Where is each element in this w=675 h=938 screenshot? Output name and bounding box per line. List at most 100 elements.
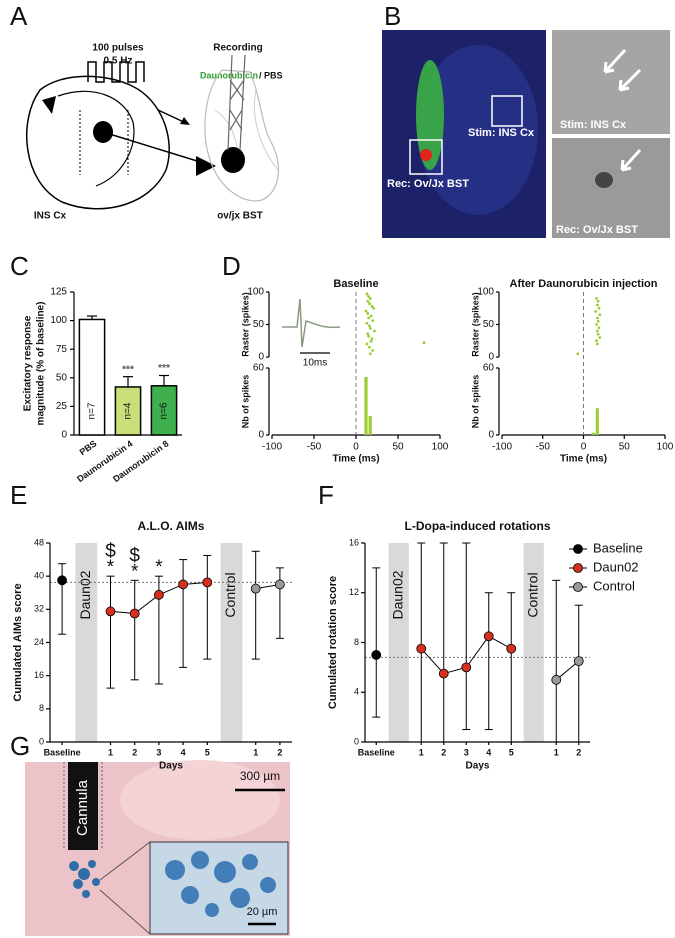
y-tick-label: 16: [349, 537, 359, 547]
inset-image: [552, 30, 670, 134]
histogram-bar: [368, 416, 372, 435]
chart-title: L-Dopa-induced rotations: [405, 519, 551, 533]
data-point: [416, 643, 427, 654]
y-tick-label: 48: [34, 537, 44, 547]
waveform: [282, 298, 341, 348]
y-tick-label: 0: [258, 352, 264, 363]
y-tick-label: 0: [61, 430, 67, 441]
data-point: [129, 608, 140, 619]
raster-dot: [595, 342, 599, 346]
y-tick-label: 60: [253, 363, 265, 374]
record-site: [221, 147, 245, 173]
chart-title: A.L.O. AIMs: [138, 519, 205, 533]
x-tick-label: 1: [419, 747, 424, 757]
data-point: [274, 579, 285, 590]
arrow: [603, 48, 642, 172]
y-axis-label: Nb of spikes: [240, 375, 250, 429]
data-point: [461, 662, 472, 673]
stained-cells: [69, 860, 100, 898]
x-tick-label: -50: [536, 442, 551, 453]
y-tick-label: 0: [488, 352, 494, 363]
legend-marker: [573, 563, 583, 573]
data-point: [371, 650, 382, 660]
green-label: [416, 60, 444, 170]
scale-label: 20 µm: [247, 906, 278, 918]
x-tick-label: -100: [262, 442, 282, 453]
x-tick-label: 5: [205, 747, 210, 757]
raster-dot: [371, 319, 375, 322]
data-point: [57, 575, 67, 586]
n-label: n=7: [87, 402, 98, 419]
y-tick-label: 8: [354, 637, 359, 647]
x-tick-label: 1: [554, 747, 559, 757]
raster-dot: [368, 327, 372, 330]
bar: [114, 386, 142, 436]
raster-dot: [365, 342, 369, 346]
data-point: [250, 583, 261, 594]
raster-dot: [422, 341, 426, 345]
histogram-bar: [595, 408, 599, 435]
raster-dot: [594, 310, 598, 313]
region-label: ov/jx BST: [217, 211, 263, 222]
treatment-band: [75, 543, 98, 742]
y-tick-label: 0: [258, 430, 264, 441]
x-axis-label: Days: [159, 761, 183, 772]
cell: [214, 861, 236, 883]
cell: [69, 861, 79, 871]
chart-title: After Daunorubicin injection: [510, 278, 658, 290]
projection: [102, 131, 211, 166]
raster-dot: [597, 306, 601, 310]
treatment-band: [388, 543, 409, 742]
significance: ***: [158, 363, 170, 374]
raster-dot: [596, 299, 600, 303]
x-tick-label: 4: [181, 747, 186, 757]
raster-dot: [595, 329, 599, 333]
raster-dot: [368, 352, 372, 356]
ventricle: [42, 96, 56, 114]
y-tick-label: 25: [56, 401, 68, 412]
y-axis-label: Nb of spikes: [470, 375, 480, 429]
significance: $: [105, 541, 116, 562]
x-tick-label: 3: [156, 747, 161, 757]
raster-dot: [368, 302, 371, 306]
x-tick-label: 50: [619, 442, 631, 453]
n-label: n=6: [159, 402, 170, 419]
raster-dot: [366, 299, 370, 303]
cell: [82, 890, 90, 898]
y-tick-label: 100: [247, 287, 264, 298]
significance: $: [129, 545, 140, 566]
y-tick-label: 100: [477, 287, 494, 298]
x-tick-label: -50: [307, 442, 322, 453]
legend-label: Control: [593, 578, 635, 593]
stim-text: 0.5 Hz: [104, 56, 133, 67]
tissue: [418, 45, 538, 215]
y-tick-label: 0: [39, 736, 44, 746]
y-axis-label: Cumulated rotation score: [327, 576, 339, 709]
y-tick-label: 16: [34, 670, 44, 680]
cell: [92, 878, 100, 886]
x-axis-label: Days: [466, 761, 490, 772]
treatment-band: [220, 543, 243, 742]
y-tick-label: 100: [50, 315, 67, 326]
legend-label: Daun02: [593, 559, 639, 574]
raster-dot: [368, 297, 372, 300]
terminal: [196, 156, 216, 176]
cannula: [68, 762, 98, 850]
raster-dot: [595, 303, 599, 307]
data-point: [178, 579, 189, 590]
x-tick-label: 4: [486, 747, 491, 757]
raster-dot: [369, 340, 373, 343]
image-label: Rec: Ov/Jx BST: [556, 224, 638, 236]
cell: [242, 854, 258, 870]
raster-dot: [368, 345, 371, 349]
stim-text: 100 pulses: [92, 43, 144, 54]
cannula-label: Cannula: [74, 779, 91, 836]
band-label: Control: [222, 572, 238, 617]
y-axis-label: Excitatory response: [23, 315, 34, 411]
x-tick-label: 2: [277, 747, 282, 757]
y-axis-label: Raster (spikes): [470, 292, 480, 357]
x-tick-label: 2: [576, 747, 581, 757]
x-tick-label: 100: [657, 442, 674, 453]
legend-marker: [573, 582, 583, 592]
